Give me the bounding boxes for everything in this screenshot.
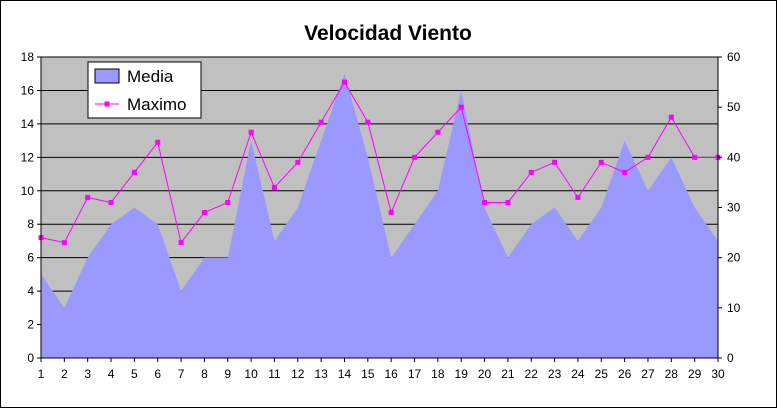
x-tick-label: 16: [384, 367, 398, 381]
y-left-tick-label: 4: [27, 284, 34, 298]
maximo-point: [155, 139, 161, 145]
legend: Media Maximo: [87, 61, 202, 119]
maximo-point: [505, 199, 511, 205]
x-tick-label: 2: [61, 367, 68, 381]
y-right-tick-label: 20: [727, 251, 741, 265]
maximo-point: [295, 159, 301, 165]
maximo-point: [85, 194, 91, 200]
maximo-point: [225, 199, 231, 205]
x-tick-label: 5: [131, 367, 138, 381]
maximo-point: [61, 240, 67, 246]
media-area-series: [41, 73, 718, 358]
y-left-tick-label: 2: [27, 318, 34, 332]
legend-maximo-marker: [104, 101, 110, 107]
x-tick-label: 22: [525, 367, 539, 381]
x-tick-label: 11: [268, 367, 281, 381]
x-tick-label: 19: [455, 367, 469, 381]
x-tick-label: 28: [665, 367, 679, 381]
y-right-tick-label: 0: [727, 351, 734, 365]
maximo-point: [201, 210, 207, 216]
x-tick-label: 10: [244, 367, 258, 381]
legend-media-swatch: [94, 68, 120, 84]
x-tick-label: 9: [224, 367, 231, 381]
x-tick-label: 23: [548, 367, 562, 381]
legend-media-label: Media: [127, 67, 174, 86]
maximo-point: [458, 104, 464, 110]
x-tick-label: 30: [711, 367, 725, 381]
y-left-tick-label: 14: [21, 117, 35, 131]
maximo-line: [40, 81, 718, 244]
y-right-tick-label: 40: [727, 150, 741, 164]
maximo-point: [388, 210, 394, 216]
legend-maximo-label: Maximo: [127, 95, 187, 114]
y-left-tick-label: 6: [27, 251, 34, 265]
y-right-tick-label: 60: [727, 50, 741, 64]
maximo-point: [622, 169, 628, 175]
x-tick-label: 18: [431, 367, 445, 381]
x-tick-label: 4: [108, 367, 115, 381]
x-tick-label: 1: [38, 367, 45, 381]
x-tick-label: 17: [408, 367, 422, 381]
x-tick-label: 7: [178, 367, 185, 381]
y-left-tick-label: 18: [21, 50, 35, 64]
y-left-tick-label: 12: [21, 150, 35, 164]
maximo-point: [435, 129, 441, 135]
x-tick-label: 13: [314, 367, 328, 381]
maximo-point: [528, 169, 534, 175]
maximo-point: [552, 159, 558, 165]
x-tick-label: 25: [595, 367, 609, 381]
x-tick-label: 8: [201, 367, 208, 381]
x-tick-label: 15: [361, 367, 375, 381]
y-left-tick-label: 0: [27, 351, 34, 365]
x-tick-label: 12: [291, 367, 305, 381]
maximo-point: [412, 154, 418, 160]
maximo-point: [692, 154, 698, 160]
chart-title: Velocidad Viento: [304, 22, 472, 45]
maximo-point: [178, 240, 184, 246]
maximo-point: [645, 154, 651, 160]
y-left-tick-label: 10: [21, 184, 35, 198]
x-tick-label: 27: [641, 367, 655, 381]
maximo-line-series: [38, 79, 721, 246]
maximo-point: [108, 199, 114, 205]
y-left-tick-label: 16: [21, 83, 35, 97]
maximo-point: [318, 119, 324, 125]
x-tick-label: 29: [688, 367, 702, 381]
maximo-point: [341, 79, 347, 85]
y-left-tick-label: 8: [27, 217, 34, 231]
x-tick-label: 14: [338, 367, 352, 381]
maximo-point: [271, 184, 277, 190]
maximo-point: [131, 169, 137, 175]
maximo-point: [668, 114, 674, 120]
media-area: [41, 73, 718, 358]
x-tick-label: 26: [618, 367, 632, 381]
x-tick-label: 21: [501, 367, 515, 381]
maximo-point: [598, 159, 604, 165]
y-right-tick-label: 50: [727, 100, 741, 114]
x-tick-label: 3: [84, 367, 91, 381]
x-tick-label: 24: [571, 367, 585, 381]
y-right-tick-label: 10: [727, 301, 741, 315]
x-tick-label: 6: [154, 367, 161, 381]
maximo-point: [248, 129, 254, 135]
x-tick-label: 20: [478, 367, 492, 381]
maximo-point: [575, 194, 581, 200]
y-right-tick-label: 30: [727, 201, 741, 215]
maximo-point: [482, 199, 488, 205]
maximo-point: [365, 119, 371, 125]
